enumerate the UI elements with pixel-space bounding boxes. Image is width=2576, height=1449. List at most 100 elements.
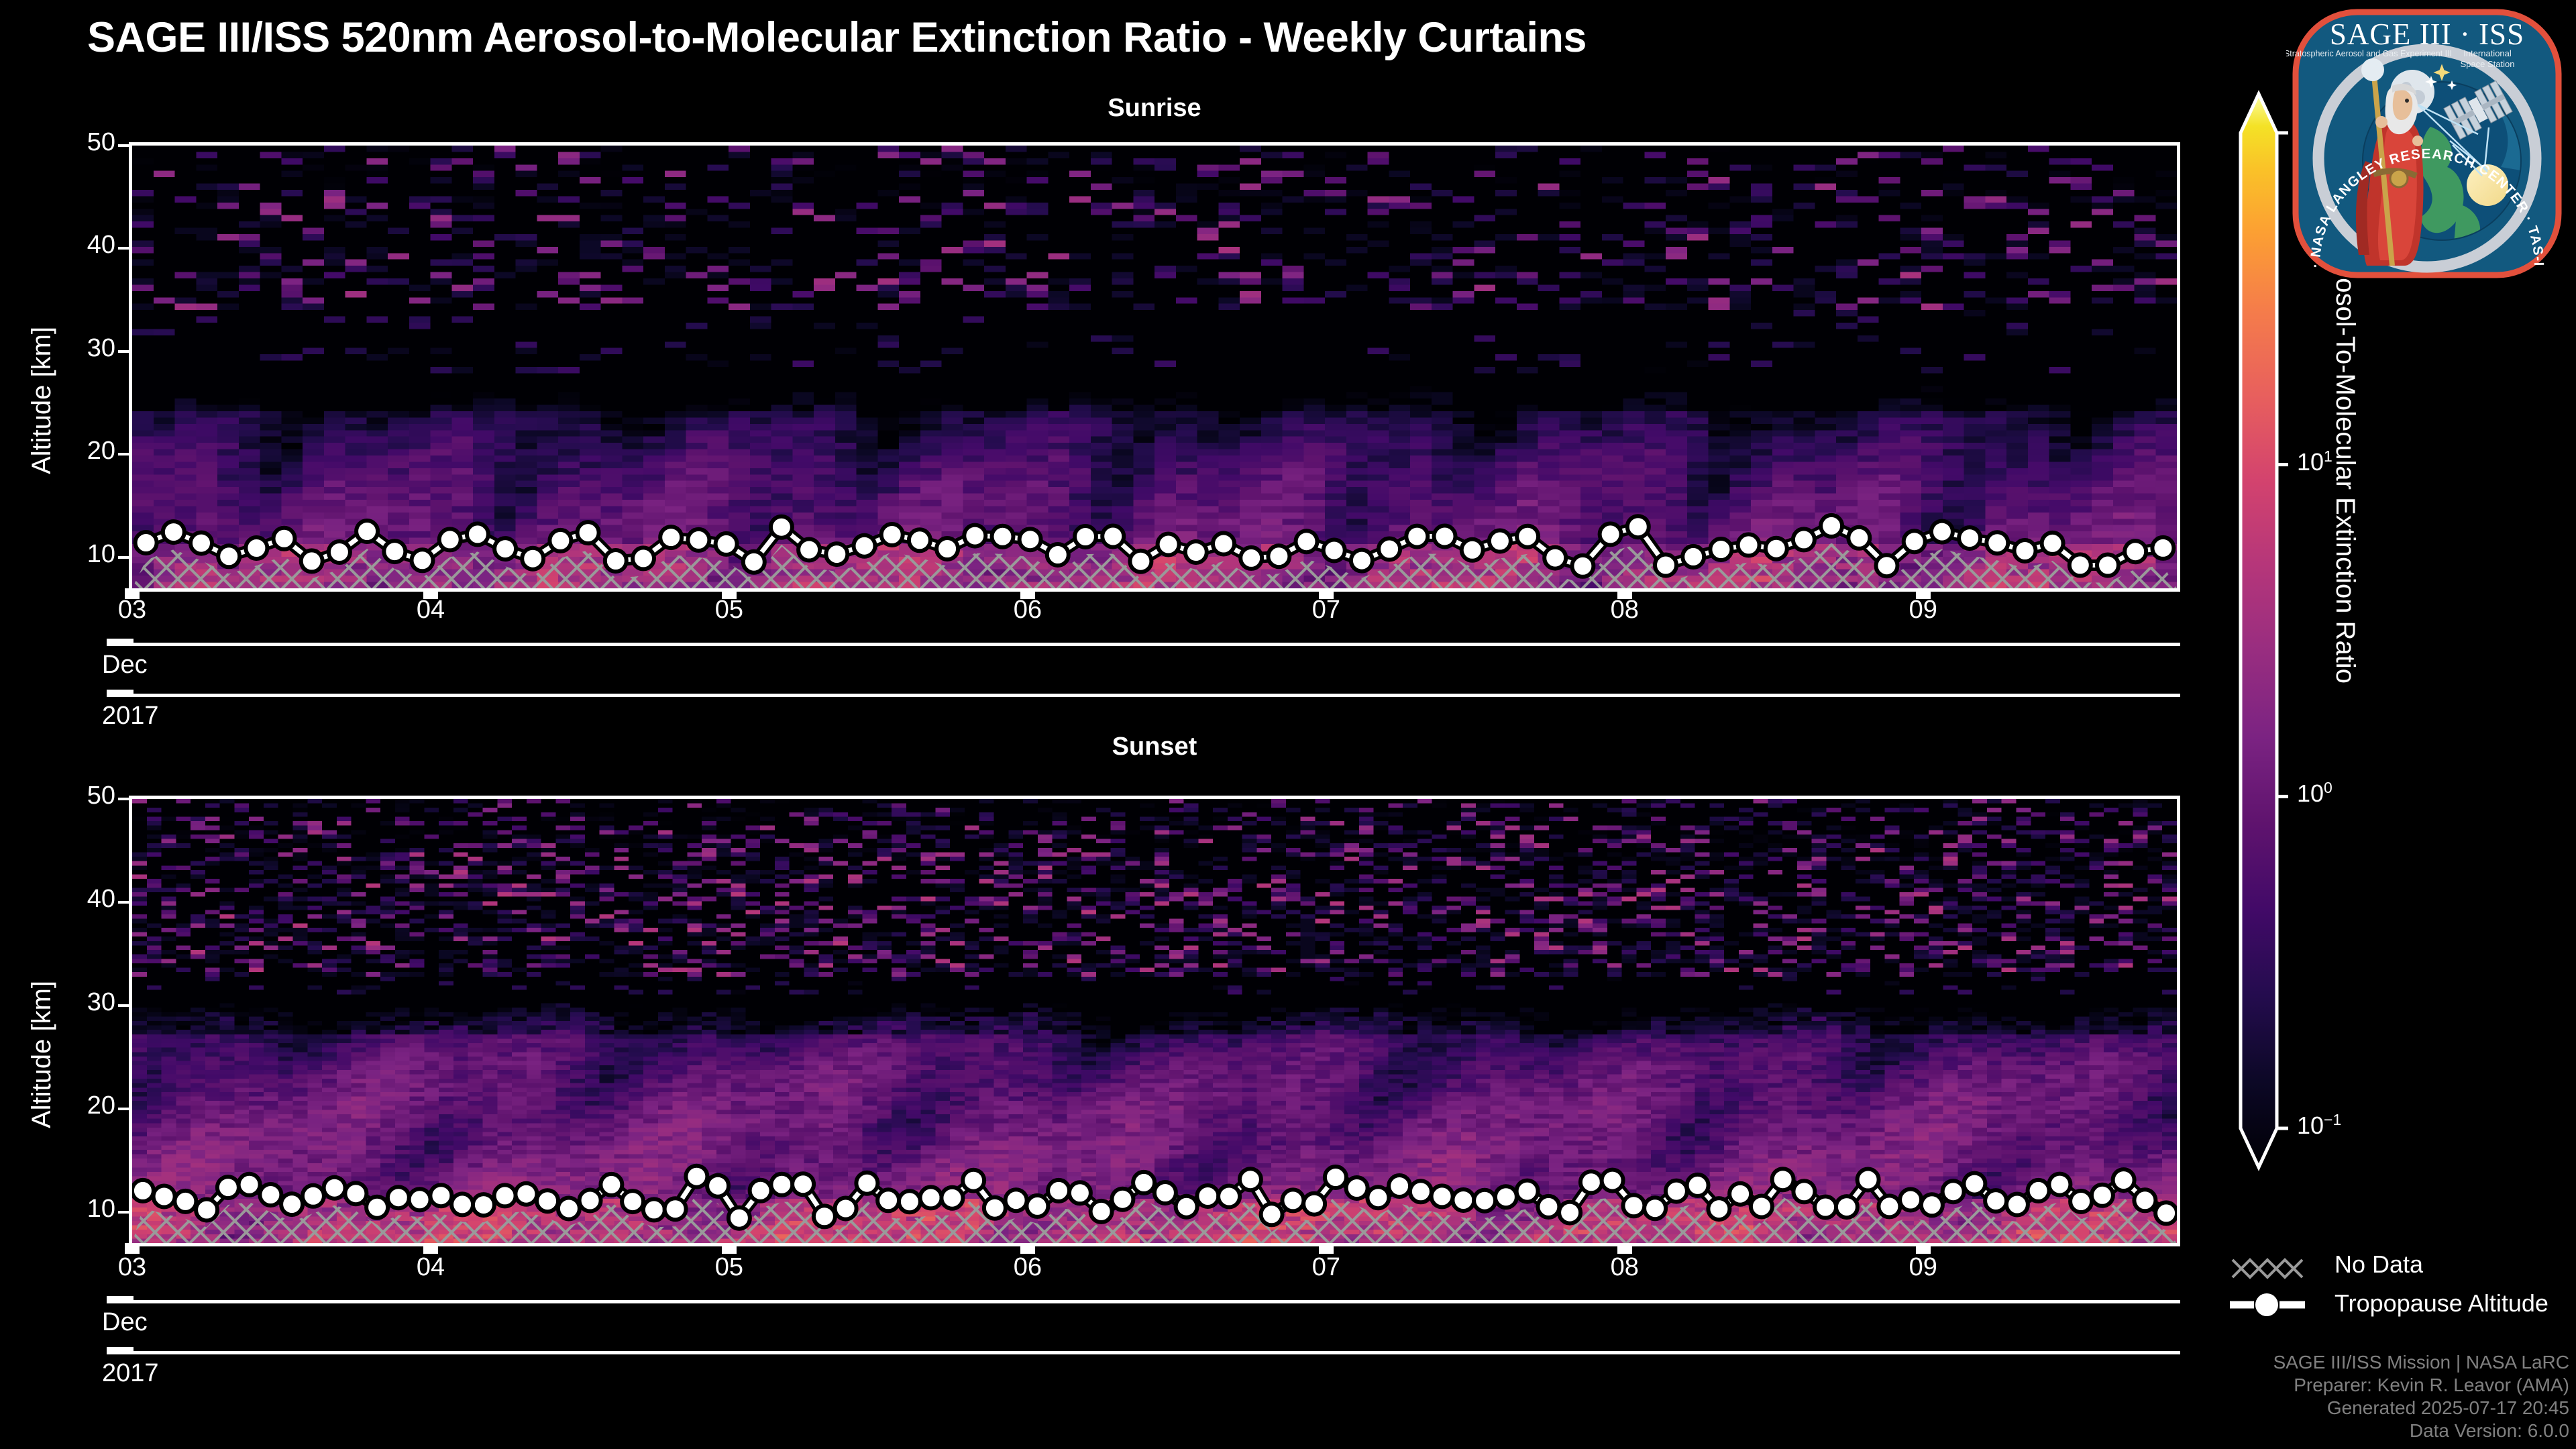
tropopause-marker <box>321 1175 347 1201</box>
tropopause-marker <box>918 1185 944 1211</box>
x-tick-label: 09 <box>1909 596 1937 624</box>
tropopause-marker <box>1536 1193 1562 1220</box>
x-tick-mark <box>1617 588 1632 599</box>
x-tick-mark <box>125 1243 140 1254</box>
date-level-label: Dec <box>102 651 148 679</box>
tropopause-marker <box>854 1170 880 1196</box>
tropopause-marker <box>1046 1177 1072 1203</box>
colorbar-body <box>2241 94 2277 1167</box>
x-tick-label: 04 <box>416 596 445 624</box>
x-tick-label: 06 <box>1013 1253 1042 1281</box>
tropopause-marker <box>879 522 905 547</box>
tropopause-marker <box>407 1187 433 1213</box>
tropopause-marker <box>989 523 1016 549</box>
tropopause-marker <box>1855 1167 1881 1193</box>
tropopause-marker <box>658 525 684 551</box>
legend-label: No Data <box>2334 1250 2424 1278</box>
tropopause-marker <box>2047 1171 2073 1197</box>
hand <box>2412 136 2423 146</box>
plot-area-sunset <box>129 796 2180 1246</box>
tropopause-marker <box>258 1182 284 1208</box>
tropopause-marker <box>811 1203 837 1230</box>
tropopause-marker <box>535 1188 561 1214</box>
x-tick-label: 03 <box>117 1253 147 1281</box>
tropopause-marker <box>1067 1180 1093 1206</box>
tropopause-marker <box>1404 523 1430 549</box>
tropopause-marker <box>1365 1185 1391 1211</box>
tropopause-marker <box>2012 538 2038 564</box>
tropopause-marker <box>851 533 877 559</box>
tropopause-marker <box>1348 547 1375 574</box>
y-tick-label: 20 <box>87 437 115 466</box>
tropopause-marker <box>1680 543 1707 570</box>
x-tick-label: 08 <box>1610 1253 1639 1281</box>
tropopause-marker <box>796 537 822 563</box>
tropopause-marker <box>824 541 850 568</box>
date-level-rule <box>107 1300 2180 1303</box>
tropopause-marker <box>271 525 297 551</box>
date-level-rule <box>107 1351 2180 1354</box>
patch-subtitle-right-2: Space Station <box>2461 59 2515 69</box>
tropopause-marker <box>962 523 988 549</box>
date-level-rule <box>107 694 2180 697</box>
tropopause-marker <box>1790 527 1817 553</box>
tropopause-marker <box>194 1197 220 1223</box>
tropopause-marker <box>1983 1188 2009 1214</box>
tropopause-marker <box>2153 1200 2177 1226</box>
tropopause-marker <box>555 1195 582 1222</box>
colorbar-tick-label: 100 <box>2297 779 2332 808</box>
date-level-label: Dec <box>102 1308 148 1336</box>
y-tick-mark <box>118 1210 129 1214</box>
tropopause-marker <box>409 547 435 574</box>
tropopause-marker <box>1597 521 1623 547</box>
date-level-label: 2017 <box>102 702 159 730</box>
x-tick-label: 09 <box>1909 1253 1937 1281</box>
tropopause-marker <box>1110 1186 1136 1212</box>
tropopause-marker <box>1344 1175 1370 1201</box>
tropopause-marker <box>1763 535 1789 561</box>
tropopause-marker <box>686 527 712 553</box>
tropopause-marker <box>279 1191 305 1218</box>
light-ray <box>2452 144 2483 176</box>
tropopause-marker <box>1791 1179 1817 1205</box>
tropopause-marker <box>1377 536 1403 562</box>
date-level-tick <box>107 690 133 697</box>
tropopause-marker <box>1044 542 1071 568</box>
tropopause-marker <box>1152 1180 1178 1205</box>
x-tick-label: 07 <box>1311 596 1340 624</box>
tropopause-marker <box>300 1183 326 1209</box>
y-tick-mark <box>118 1107 129 1110</box>
tropopause-marker <box>1322 1165 1348 1190</box>
y-tick-label: 40 <box>87 231 115 260</box>
tropopause-marker <box>1493 1184 1519 1210</box>
tropopause-marker <box>939 1185 965 1211</box>
x-tick-label: 08 <box>1610 596 1639 624</box>
tropopause-marker <box>620 1189 646 1215</box>
tropopause-marker <box>1929 519 1955 545</box>
tropopause-marker <box>1770 1167 1796 1193</box>
tropopause-marker <box>492 536 519 562</box>
x-tick-mark <box>1915 1243 1931 1254</box>
patch-title: SAGE III · ISS <box>2330 17 2524 51</box>
x-tick-mark <box>1915 588 1931 599</box>
x-tick-label: 05 <box>714 1253 744 1281</box>
y-tick-mark <box>118 555 129 559</box>
tropopause-marker <box>2132 1187 2158 1214</box>
line-circle-marker-icon <box>2230 1293 2305 1316</box>
legend-item: No Data <box>2227 1248 2576 1287</box>
tropopause-marker <box>1919 1192 1945 1218</box>
date-level-rule <box>107 643 2180 646</box>
y-tick-label: 30 <box>87 987 115 1016</box>
tropopause-marker <box>172 1188 199 1214</box>
y-tick-label: 40 <box>87 884 115 913</box>
hair <box>2392 83 2416 95</box>
no-data-hatched-region <box>132 1193 2177 1243</box>
tropopause-marker <box>449 1191 476 1218</box>
tropopause-marker <box>385 1185 411 1211</box>
tropopause-marker <box>2089 1182 2115 1208</box>
y-tick-label: 10 <box>87 539 115 568</box>
x-tick-mark <box>423 1243 438 1254</box>
star-icon <box>2433 64 2451 81</box>
colorbar-gradient <box>2239 90 2288 1171</box>
